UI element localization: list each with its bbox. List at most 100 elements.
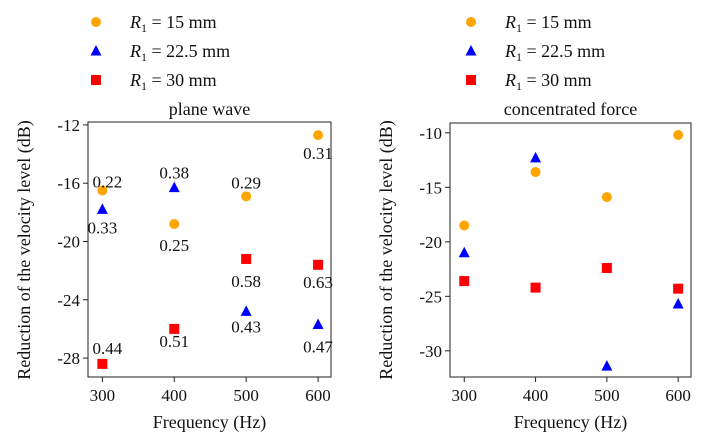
data-label: 0.25 bbox=[159, 236, 189, 255]
legend-sub: 1 bbox=[516, 79, 522, 93]
legend-sub: 1 bbox=[516, 50, 522, 64]
data-label: 0.29 bbox=[231, 173, 261, 192]
data-point-triangle bbox=[168, 181, 180, 193]
legend-sub: 1 bbox=[141, 21, 147, 35]
legend-entry: R1 = 15 mm bbox=[91, 12, 217, 35]
y-tick-label: -24 bbox=[57, 291, 80, 310]
data-point-square bbox=[601, 262, 612, 273]
plot-frame bbox=[449, 122, 692, 378]
legend-rest: = 30 mm bbox=[522, 70, 592, 90]
legend-rest: = 22.5 mm bbox=[522, 41, 605, 61]
data-point-triangle bbox=[530, 151, 542, 163]
x-tick-label: 400 bbox=[162, 386, 188, 405]
data-label: 0.63 bbox=[303, 273, 333, 292]
y-tick-label: -16 bbox=[57, 174, 80, 193]
data-point-square bbox=[459, 276, 470, 287]
legend-entry: R1 = 22.5 mm bbox=[90, 41, 230, 64]
y-tick-label: -20 bbox=[419, 233, 442, 252]
data-point-triangle bbox=[458, 246, 470, 258]
legend-var: R bbox=[129, 12, 141, 32]
data-point-circle bbox=[169, 219, 180, 229]
legend-var: R bbox=[129, 70, 141, 90]
legend-sub: 1 bbox=[141, 79, 147, 93]
data-point-circle bbox=[241, 191, 252, 202]
data-label: 0.58 bbox=[231, 272, 261, 291]
data-label: 0.44 bbox=[93, 339, 123, 358]
legend-marker-circle bbox=[91, 17, 101, 27]
y-axis-label: Reduction of the velocity level (dB) bbox=[14, 120, 35, 379]
data-point-triangle bbox=[601, 360, 613, 371]
legend-rest: = 30 mm bbox=[147, 70, 217, 90]
legend-label: R1 = 22.5 mm bbox=[129, 41, 230, 64]
data-point-triangle bbox=[672, 297, 684, 309]
legend-var: R bbox=[504, 12, 516, 32]
data-label: 0.22 bbox=[93, 172, 123, 191]
x-tick-label: 500 bbox=[594, 386, 620, 405]
data-point-circle bbox=[601, 192, 612, 203]
data-label: 0.43 bbox=[231, 317, 261, 336]
data-point-circle bbox=[459, 220, 470, 231]
legend-label: R1 = 22.5 mm bbox=[504, 41, 605, 64]
legend-entry: R1 = 15 mm bbox=[466, 12, 592, 35]
legend-var: R bbox=[504, 41, 516, 61]
y-tick-label: -30 bbox=[419, 342, 442, 361]
data-point-square bbox=[673, 283, 684, 294]
data-point-square bbox=[97, 358, 108, 369]
legend-rest: = 22.5 mm bbox=[147, 41, 230, 61]
y-tick-label: -15 bbox=[419, 178, 442, 197]
data-label: 0.47 bbox=[303, 338, 333, 357]
data-point-square bbox=[169, 323, 180, 334]
legend-label: R1 = 30 mm bbox=[504, 70, 592, 93]
legend-sub: 1 bbox=[516, 21, 522, 35]
legend-entry: R1 = 30 mm bbox=[466, 70, 592, 93]
legend-marker-square bbox=[466, 75, 476, 85]
data-point-triangle bbox=[312, 318, 324, 330]
data-point-circle bbox=[313, 130, 324, 141]
y-tick-label: -12 bbox=[57, 116, 80, 135]
y-tick-label: -28 bbox=[57, 349, 80, 368]
data-point-triangle bbox=[240, 305, 252, 316]
data-point-square bbox=[241, 253, 252, 264]
data-point-circle bbox=[673, 129, 684, 140]
chart-title: plane wave bbox=[169, 99, 250, 119]
y-tick-label: -20 bbox=[57, 232, 80, 251]
legend-label: R1 = 30 mm bbox=[129, 70, 217, 93]
data-label: 0.38 bbox=[159, 164, 189, 183]
x-tick-label: 600 bbox=[305, 386, 331, 405]
y-tick-label: -25 bbox=[419, 287, 442, 306]
legend-label: R1 = 15 mm bbox=[129, 12, 217, 35]
legend-label: R1 = 15 mm bbox=[504, 12, 592, 35]
data-point-circle bbox=[97, 185, 108, 196]
data-point-triangle bbox=[96, 203, 108, 214]
x-tick-label: 600 bbox=[665, 386, 691, 405]
legend-rest: = 15 mm bbox=[147, 12, 217, 32]
y-tick-label: -10 bbox=[419, 124, 442, 143]
x-axis-label: Frequency (Hz) bbox=[153, 412, 266, 433]
y-axis-label: Reduction of the velocity level (dB) bbox=[376, 120, 397, 379]
legend-marker-triangle bbox=[90, 45, 102, 56]
x-tick-label: 500 bbox=[233, 386, 259, 405]
data-label: 0.33 bbox=[88, 218, 118, 237]
legend-entry: R1 = 30 mm bbox=[91, 70, 217, 93]
data-point-square bbox=[313, 259, 324, 270]
data-point-circle bbox=[530, 167, 541, 178]
legend-var: R bbox=[504, 70, 516, 90]
legend-marker-square bbox=[91, 75, 101, 85]
legend-rest: = 15 mm bbox=[522, 12, 592, 32]
x-tick-label: 400 bbox=[523, 386, 549, 405]
legend-marker-circle bbox=[466, 17, 476, 27]
plot-frame bbox=[87, 121, 332, 378]
data-label: 0.51 bbox=[159, 332, 189, 351]
data-point-square bbox=[530, 282, 541, 293]
legend-marker-triangle bbox=[465, 45, 477, 56]
legend-entry: R1 = 22.5 mm bbox=[465, 41, 605, 64]
x-axis-label: Frequency (Hz) bbox=[514, 412, 627, 433]
chart-title: concentrated force bbox=[504, 99, 637, 119]
x-tick-label: 300 bbox=[90, 386, 116, 405]
x-tick-label: 300 bbox=[452, 386, 478, 405]
data-label: 0.31 bbox=[303, 144, 333, 163]
legend-sub: 1 bbox=[141, 50, 147, 64]
